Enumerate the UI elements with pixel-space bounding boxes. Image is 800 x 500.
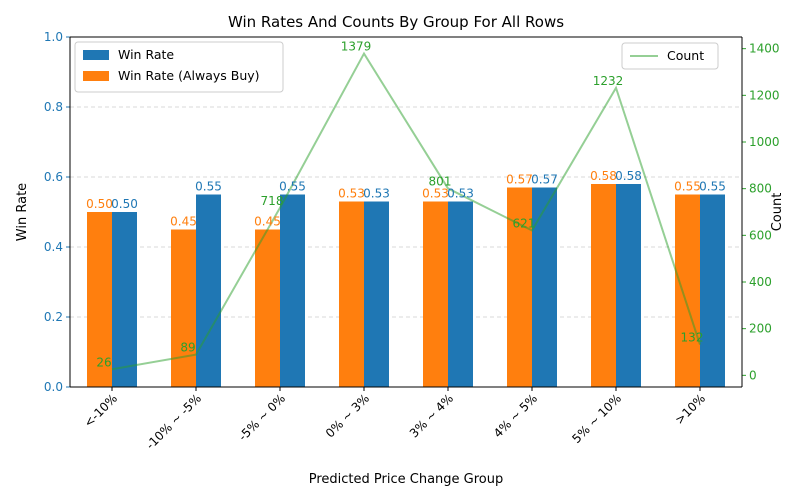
bar-win-rate <box>364 201 389 387</box>
bar-label-always-buy: 0.53 <box>338 187 365 201</box>
bar-win-rate <box>448 201 473 387</box>
count-label: 1232 <box>593 74 624 88</box>
legend-box <box>74 41 284 93</box>
bar-label-win-rate: 0.50 <box>111 197 138 211</box>
legend-label-win-rate: Win Rate <box>118 47 174 62</box>
x-tick-label: 0% ~ 3% <box>323 391 372 440</box>
count-label: 718 <box>261 194 284 208</box>
bar-label-win-rate: 0.55 <box>195 180 222 194</box>
y-axis-right-label: Count <box>770 193 785 232</box>
x-tick-label: 3% ~ 4% <box>407 391 456 440</box>
bar-label-always-buy: 0.57 <box>506 173 533 187</box>
bar-win-rate-always-buy <box>171 229 196 387</box>
count-line <box>111 51 701 371</box>
bar-label-always-buy: 0.55 <box>674 180 701 194</box>
count-label: 621 <box>513 216 536 230</box>
legend-label-count: Count <box>667 48 704 63</box>
count-label: 801 <box>429 174 452 188</box>
bar-win-rate <box>196 194 221 387</box>
legend-left: Win Rate Win Rate (Always Buy) <box>74 41 284 93</box>
x-tick-label: 5% ~ 10% <box>569 391 624 446</box>
bar-win-rate-always-buy <box>255 229 280 387</box>
count-label: 26 <box>96 355 111 369</box>
legend-swatch-win-rate <box>83 50 109 60</box>
bar-win-rate <box>700 194 725 387</box>
bar-win-rate-always-buy <box>339 201 364 387</box>
bar-label-always-buy: 0.45 <box>254 215 281 229</box>
bar-win-rate <box>280 194 305 387</box>
x-tick-label: >10% <box>672 391 708 427</box>
y-tick-label: 0.2 <box>44 310 63 324</box>
bar-label-win-rate: 0.53 <box>447 187 474 201</box>
y-tick-label: 1.0 <box>44 30 63 44</box>
legend-swatch-always-buy <box>83 71 109 81</box>
bar-label-always-buy: 0.50 <box>86 197 113 211</box>
bar-label-always-buy: 0.45 <box>170 215 197 229</box>
legend-label-always-buy: Win Rate (Always Buy) <box>118 68 260 83</box>
bar-label-win-rate: 0.53 <box>363 187 390 201</box>
data-labels: 0.500.500.450.550.450.55 0.530.53 0.530.53… <box>86 40 726 370</box>
y-tick-label: 0.4 <box>44 240 63 254</box>
y-right-tick-label: 200 <box>749 322 772 336</box>
bar-win-rate-always-buy <box>591 184 616 387</box>
y-right-tick-label: 1400 <box>749 42 780 56</box>
legend-box-right <box>621 42 719 70</box>
x-tick-label: 4% ~ 5% <box>491 391 540 440</box>
bar-label-win-rate: 0.55 <box>279 180 306 194</box>
bar-win-rate <box>532 187 557 387</box>
bar-win-rate-always-buy <box>423 201 448 387</box>
x-tick-label: -10% ~ -5% <box>143 391 204 452</box>
y-right-tick-label: 1000 <box>749 135 780 149</box>
bar-win-rate-always-buy <box>87 212 112 387</box>
y-right-tick-label: 600 <box>749 228 772 242</box>
count-label: 1379 <box>341 40 372 54</box>
y-tick-label: 0.6 <box>44 170 63 184</box>
y-right-tick-label: 0 <box>749 368 757 382</box>
bar-label-always-buy: 0.58 <box>590 169 617 183</box>
bar-label-win-rate: 0.58 <box>615 169 642 183</box>
y-right-tick-label: 400 <box>749 275 772 289</box>
x-axis-label: Predicted Price Change Group <box>309 472 504 487</box>
bar-win-rate <box>616 184 641 387</box>
y-tick-label: 0.0 <box>44 380 63 394</box>
bar-label-win-rate: 0.55 <box>699 180 726 194</box>
count-label: 132 <box>681 331 704 345</box>
bar-label-always-buy: 0.53 <box>422 187 449 201</box>
axes: 0.0 0.2 0.4 0.6 0.8 1.0 0 200 400 600 800 1000 1200 1… <box>44 30 780 452</box>
y-tick-label: 0.8 <box>44 100 63 114</box>
x-tick-label: <-10% <box>81 391 120 430</box>
bar-win-rate <box>112 212 137 387</box>
bar-label-win-rate: 0.57 <box>531 173 558 187</box>
x-tick-label: -5% ~ 0% <box>236 391 288 443</box>
count-line-path <box>111 51 701 371</box>
y-right-tick-label: 1200 <box>749 88 780 102</box>
y-axis-label: Win Rate <box>15 183 30 241</box>
count-label: 89 <box>180 341 195 355</box>
y-right-tick-label: 800 <box>749 182 772 196</box>
legend-right: Count <box>621 42 719 70</box>
bar-win-rate-always-buy <box>675 194 700 387</box>
chart-title: Win Rates And Counts By Group For All Ro… <box>228 13 564 31</box>
bars <box>87 184 725 387</box>
